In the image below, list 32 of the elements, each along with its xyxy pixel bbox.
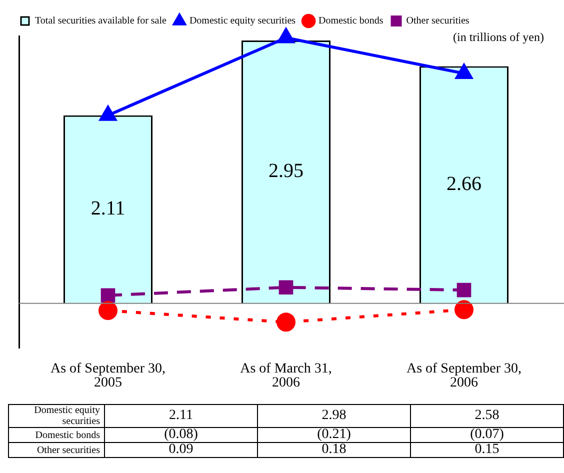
data-label: 0.15 [410,442,564,458]
legend-label: Domestic equity securities [189,16,296,27]
data-label: (0.07) [410,427,564,442]
data-label: 2.95 [268,160,304,182]
data-label: 2.98 [258,404,410,428]
data-label: 0.18 [258,442,410,458]
x-tick-label: As of September 30, 2005 [50,362,166,391]
text: Domestic bonds [35,430,100,440]
text: Other securities [36,444,100,456]
data-label: (0.08) [104,427,258,442]
legend-label: Total securities available for sale [35,16,168,27]
point [456,64,472,79]
data-label: (0.21) [258,427,410,442]
point [456,282,472,298]
legend-label: Other securities [406,16,470,27]
point [100,288,116,303]
data-label: 2.66 [446,173,482,196]
point [98,301,118,320]
point [454,300,474,320]
data-label: 2.58 [410,404,564,428]
point [278,28,294,44]
x-tick-label: As of March 31, 2006 [240,362,332,391]
data-label: 0.09 [104,442,258,458]
data-label: 2.11 [90,198,126,220]
data-label: 2.11 [104,404,258,428]
annotation: (in trillions of yen) [453,30,544,44]
point [278,280,294,295]
text: Domestic equity securities [34,405,100,427]
x-tick-label: As of September 30, 2006 [406,362,522,391]
legend-label: Domestic bonds [318,16,384,27]
point [276,312,296,332]
point [100,106,116,121]
